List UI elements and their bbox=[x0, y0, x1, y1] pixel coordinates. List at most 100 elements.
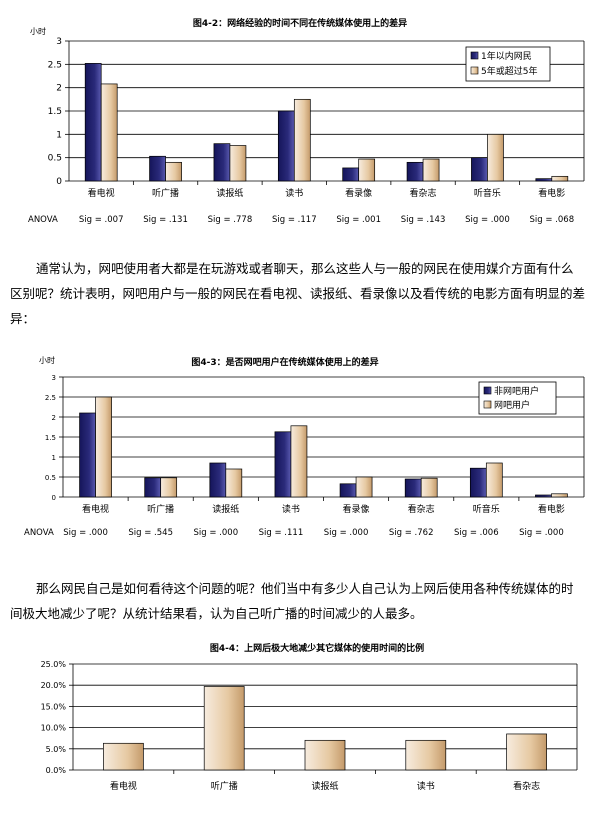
x-tick-label: 看电视 bbox=[88, 187, 115, 199]
chart-netcafe-users: 图4-3：是否网吧用户在传统媒体使用上的差异 小时 0 0.5 1 1.5 2 2.5 3 看电视… bbox=[0, 348, 595, 544]
bar-2 bbox=[487, 133, 504, 182]
x-tick-label: 读报纸 bbox=[212, 503, 239, 515]
x-tick-label: 看电影 bbox=[538, 503, 565, 515]
y-tick-label: 0.0% bbox=[46, 766, 67, 775]
y-tick-label: 1 bbox=[52, 454, 56, 462]
y-tick-label: 2.5 bbox=[45, 394, 56, 402]
x-tick-label: 读书 bbox=[417, 780, 435, 792]
legend-label: 非网吧用户 bbox=[494, 385, 539, 397]
y-axis-label: 小时 bbox=[30, 26, 46, 36]
x-tick-label: 读书 bbox=[285, 187, 303, 199]
y-tick-label: 5.0% bbox=[46, 745, 67, 754]
bar-1 bbox=[84, 63, 102, 182]
legend-box bbox=[478, 381, 557, 415]
sig-annotation: Sig = .000 bbox=[324, 528, 369, 538]
x-tick-label: 读报纸 bbox=[311, 780, 338, 792]
legend-swatch bbox=[483, 386, 492, 395]
sig-annotation: Sig = .000 bbox=[519, 528, 564, 538]
x-tick-label: 看电视 bbox=[110, 780, 137, 792]
bar-2 bbox=[229, 145, 247, 182]
y-tick-label: 25.0% bbox=[41, 660, 67, 669]
bar-2 bbox=[293, 98, 311, 182]
bar-1 bbox=[209, 462, 227, 498]
x-tick-label: 看杂志 bbox=[408, 503, 435, 515]
y-tick-label: 0.5 bbox=[45, 474, 56, 482]
y-tick-label: 3 bbox=[56, 37, 62, 47]
paragraph-1: 通常认为，网吧使用者大都是在玩游戏或者聊天，那么这些人与一般的网民在使用媒介方面… bbox=[10, 261, 586, 326]
sig-annotation: Sig = .117 bbox=[272, 215, 317, 225]
sig-annotation: Sig = .143 bbox=[401, 215, 446, 225]
chart-3-svg: 图4-4：上网后极大地减少其它媒体的使用时间的比例 0.0% 5.0% 10.0% 15… bbox=[41, 642, 578, 792]
x-tick-label: 读报纸 bbox=[216, 187, 243, 199]
bar bbox=[304, 739, 346, 771]
bar bbox=[405, 739, 447, 771]
bar-1 bbox=[149, 155, 166, 182]
bar-2 bbox=[551, 175, 569, 182]
bar bbox=[203, 686, 245, 771]
bar-2 bbox=[160, 477, 178, 498]
y-tick-label: 2 bbox=[52, 414, 56, 422]
sig-annotation: Sig = .000 bbox=[465, 215, 510, 225]
bar-2 bbox=[95, 396, 112, 498]
y-tick-label: 0 bbox=[52, 494, 56, 502]
bar-1 bbox=[404, 478, 422, 498]
legend-label: 5年或超过5年 bbox=[481, 65, 537, 77]
sig-annotation: Sig = .000 bbox=[194, 528, 239, 538]
anova-label: ANOVA bbox=[28, 215, 58, 225]
bar-2 bbox=[100, 83, 118, 182]
bar-1 bbox=[339, 483, 357, 498]
chart-network-experience: 图4-2：网络经验的时间不同在传统媒体使用上的差异小时 0 0.5 1 1.5 2 2.5 3… bbox=[0, 0, 595, 228]
x-tick-label: 听音乐 bbox=[473, 503, 500, 515]
y-axis-label: 小时 bbox=[39, 355, 55, 365]
bar-1 bbox=[342, 167, 360, 182]
sig-annotation: Sig = .001 bbox=[336, 215, 381, 225]
y-tick-label: 15.0% bbox=[41, 702, 67, 711]
sig-annotation: Sig = .762 bbox=[389, 528, 434, 538]
y-tick-label: 10.0% bbox=[41, 724, 67, 733]
x-tick-label: 看电影 bbox=[538, 187, 565, 199]
bar-1 bbox=[274, 431, 292, 498]
x-tick-label: 看杂志 bbox=[410, 187, 437, 199]
bar-2 bbox=[165, 161, 182, 182]
sig-annotation: Sig = .111 bbox=[259, 528, 304, 538]
chart-title: 图4-2：网络经验的时间不同在传统媒体使用上的差异 bbox=[193, 17, 407, 29]
y-tick-label: 1.5 bbox=[48, 107, 62, 117]
paragraph-2: 那么网民自己是如何看待这个问题的呢？他们当中有多少人自己认为上网后使用各种传统媒… bbox=[10, 581, 574, 621]
y-tick-label: 3 bbox=[52, 374, 56, 382]
bar-2 bbox=[225, 468, 243, 498]
bar-1 bbox=[535, 494, 552, 498]
bar bbox=[103, 742, 144, 771]
chart-title: 图4-3：是否网吧用户在传统媒体使用上的差异 bbox=[191, 356, 378, 368]
bar bbox=[506, 733, 547, 771]
y-tick-label: 20.0% bbox=[41, 681, 67, 690]
bar-2 bbox=[551, 493, 568, 498]
y-tick-label: 1.5 bbox=[45, 434, 56, 442]
sig-annotation: Sig = .000 bbox=[63, 528, 108, 538]
x-tick-label: 看电视 bbox=[82, 503, 109, 515]
sig-annotation: Sig = .068 bbox=[530, 215, 575, 225]
y-tick-label: 1 bbox=[56, 130, 62, 140]
legend-swatch bbox=[470, 51, 479, 60]
x-tick-label: 看杂志 bbox=[513, 780, 540, 792]
legend-swatch bbox=[483, 400, 492, 409]
bar-1 bbox=[79, 412, 96, 498]
bar-1 bbox=[213, 143, 231, 182]
bar-2 bbox=[420, 477, 438, 498]
bar-2 bbox=[422, 158, 440, 182]
legend-box bbox=[465, 46, 551, 82]
y-tick-label: 2 bbox=[56, 84, 62, 94]
sig-annotation: Sig = .007 bbox=[79, 215, 124, 225]
legend-label: 1年以内网民 bbox=[481, 50, 532, 62]
bar-1 bbox=[471, 157, 488, 182]
bar-1 bbox=[469, 467, 487, 498]
y-tick-label: 0 bbox=[56, 177, 62, 187]
bar-2 bbox=[355, 476, 373, 498]
bar-1 bbox=[277, 110, 295, 182]
y-tick-label: 2.5 bbox=[48, 60, 62, 70]
sig-annotation: Sig = .006 bbox=[454, 528, 499, 538]
y-tick-label: 0.5 bbox=[48, 154, 62, 164]
x-tick-label: 听广播 bbox=[211, 780, 238, 792]
x-tick-label: 听广播 bbox=[147, 503, 174, 515]
anova-label: ANOVA bbox=[24, 528, 54, 538]
